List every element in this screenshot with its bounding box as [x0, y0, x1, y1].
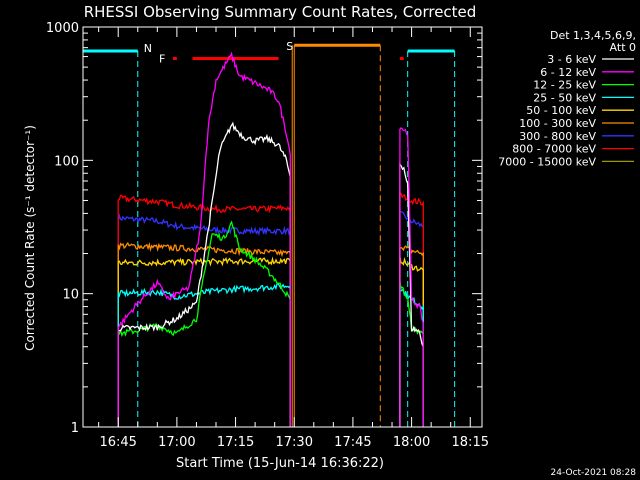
- x-axis-label: Start Time (15-Jun-14 16:36:22): [176, 456, 384, 471]
- legend-header: Det 1,3,4,5,6,9,: [550, 29, 636, 42]
- series-line: [117, 256, 291, 427]
- plot-frame: [82, 26, 483, 428]
- plot-area: N S F: [83, 40, 456, 427]
- x-tick-label: 18:15: [452, 435, 489, 450]
- legend-entry-label: 50 - 100 keV: [526, 104, 596, 117]
- legend-header: Att 0: [610, 41, 636, 54]
- legend-entry-label: 800 - 7000 keV: [512, 143, 596, 156]
- series-line: [399, 245, 424, 427]
- y-tick-label: 1000: [46, 21, 79, 36]
- series-line: [117, 194, 291, 427]
- legend-entry-label: 7000 - 15000 keV: [498, 155, 596, 168]
- series-line: [399, 256, 424, 427]
- legend-entry-label: 3 - 6 keV: [547, 53, 596, 66]
- legend-entry-label: 100 - 300 keV: [519, 117, 596, 130]
- series-line: [117, 121, 291, 427]
- series-line: [399, 162, 424, 427]
- x-tick-label: 17:30: [276, 435, 313, 450]
- series-line: [117, 212, 291, 427]
- night-label: N: [144, 42, 152, 55]
- series-line: [117, 220, 291, 427]
- axes: 1 10 100 1000 16:45 17:00 17:15 17:30 17:45 18:00…: [46, 21, 489, 450]
- x-tick-label: 17:00: [158, 435, 195, 450]
- generation-timestamp: 24-Oct-2021 08:28: [550, 468, 636, 478]
- saa-label: S: [286, 40, 293, 53]
- series-line: [399, 191, 424, 427]
- legend-entry-label: 25 - 50 keV: [533, 91, 596, 104]
- series-line: [399, 127, 424, 427]
- flare-label: F: [159, 53, 165, 66]
- y-tick-label: 100: [54, 154, 79, 169]
- x-tick-label: 18:00: [393, 435, 430, 450]
- x-tick-label: 17:45: [334, 435, 371, 450]
- y-tick-label: 10: [62, 288, 79, 303]
- series-line: [117, 241, 291, 427]
- legend-entry-label: 300 - 800 keV: [519, 130, 596, 143]
- y-axis-label: Corrected Count Rate (s⁻¹ detector⁻¹): [23, 125, 37, 351]
- legend-entry-label: 12 - 25 keV: [533, 79, 596, 92]
- x-tick-label: 17:15: [217, 435, 254, 450]
- series-line: [117, 51, 291, 427]
- series-line: [117, 282, 291, 427]
- chart-title: RHESSI Observing Summary Count Rates, Co…: [84, 3, 477, 21]
- legend-entry-label: 6 - 12 keV: [540, 66, 596, 79]
- y-tick-label: 1: [71, 421, 79, 436]
- series-line: [399, 209, 424, 427]
- x-tick-label: 16:45: [99, 435, 136, 450]
